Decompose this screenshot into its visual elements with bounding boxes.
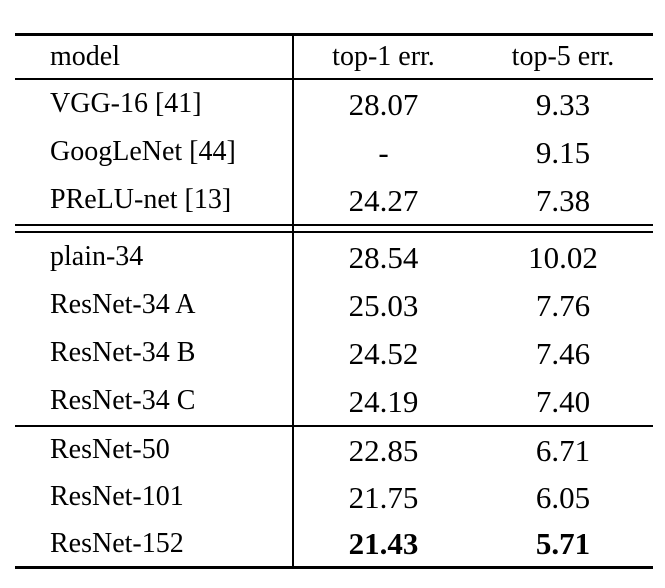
double-rule-segment [292, 224, 473, 233]
top5-err-cell: 7.46 [535, 335, 591, 371]
top1-err-cell: 24.52 [292, 329, 473, 377]
top5-err-cell: 7.38 [535, 182, 591, 218]
double-rule-segment [15, 224, 292, 233]
top5-err-cell: 6.71 [473, 425, 653, 473]
top1-err-cell: 21.75 [292, 473, 473, 521]
top1-err-cell: 28.54 [292, 233, 473, 281]
model-name-cell: ResNet-34 B [50, 337, 196, 368]
table-row: ResNet-34 A 25.03 7.76 [15, 281, 653, 329]
model-name-cell: ResNet-101 [50, 481, 184, 512]
model-name-cell: plain-34 [50, 241, 144, 272]
top1-err-cell: 25.03 [292, 281, 473, 329]
column-header-top5-err: top-5 err. [473, 33, 653, 80]
table-row: ResNet-152 21.43 5.71 [15, 521, 653, 569]
top5-err-cell: 7.76 [535, 287, 591, 323]
double-rule-segment [473, 224, 653, 233]
model-name-cell: ResNet-152 [15, 521, 292, 569]
model-name-cell: ResNet-50 [15, 425, 292, 473]
model-name-cell: PReLU-net [13] [50, 184, 232, 215]
model-name-cell: ResNet-34 C [50, 385, 196, 416]
top5-err-cell: 9.15 [535, 134, 591, 170]
top5-err-cell: 5.71 [473, 521, 653, 569]
top5-err-cell: 6.05 [535, 479, 591, 515]
top1-err-cell: 24.19 [292, 377, 473, 425]
top5-err-cell: 9.33 [535, 86, 591, 122]
model-name-cell: GoogLeNet [44] [50, 136, 236, 167]
top1-err-cell: - [292, 128, 473, 176]
table-row: ResNet-34 B 24.52 7.46 [15, 329, 653, 377]
table-row: PReLU-net [13] 24.27 7.38 [15, 176, 653, 224]
table-row: ResNet-50 22.85 6.71 [15, 425, 653, 473]
table-row: GoogLeNet [44] - 9.15 [15, 128, 653, 176]
top5-err-cell: 10.02 [528, 239, 598, 275]
column-header-model: model [15, 33, 292, 80]
top1-err-cell: 22.85 [292, 425, 473, 473]
table-row: ResNet-34 C 24.19 7.40 [15, 377, 653, 425]
model-name-cell: ResNet-34 A [50, 289, 196, 320]
column-header-top1-err: top-1 err. [292, 33, 473, 80]
top1-err-cell: 21.43 [292, 521, 473, 569]
results-table: model top-1 err. top-5 err. VGG-16 [41] 2… [15, 33, 653, 569]
paper-table-figure: model top-1 err. top-5 err. VGG-16 [41] 2… [0, 33, 665, 569]
table-row: VGG-16 [41] 28.07 9.33 [15, 80, 653, 128]
model-name-cell: VGG-16 [41] [50, 88, 202, 119]
table-row: ResNet-101 21.75 6.05 [15, 473, 653, 521]
top5-err-cell: 7.40 [535, 383, 591, 419]
top1-err-cell: 28.07 [292, 80, 473, 128]
top1-err-cell: 24.27 [292, 176, 473, 224]
table-row: plain-34 28.54 10.02 [15, 233, 653, 281]
double-rule-separator [15, 224, 653, 233]
header-row: model top-1 err. top-5 err. [15, 33, 653, 80]
